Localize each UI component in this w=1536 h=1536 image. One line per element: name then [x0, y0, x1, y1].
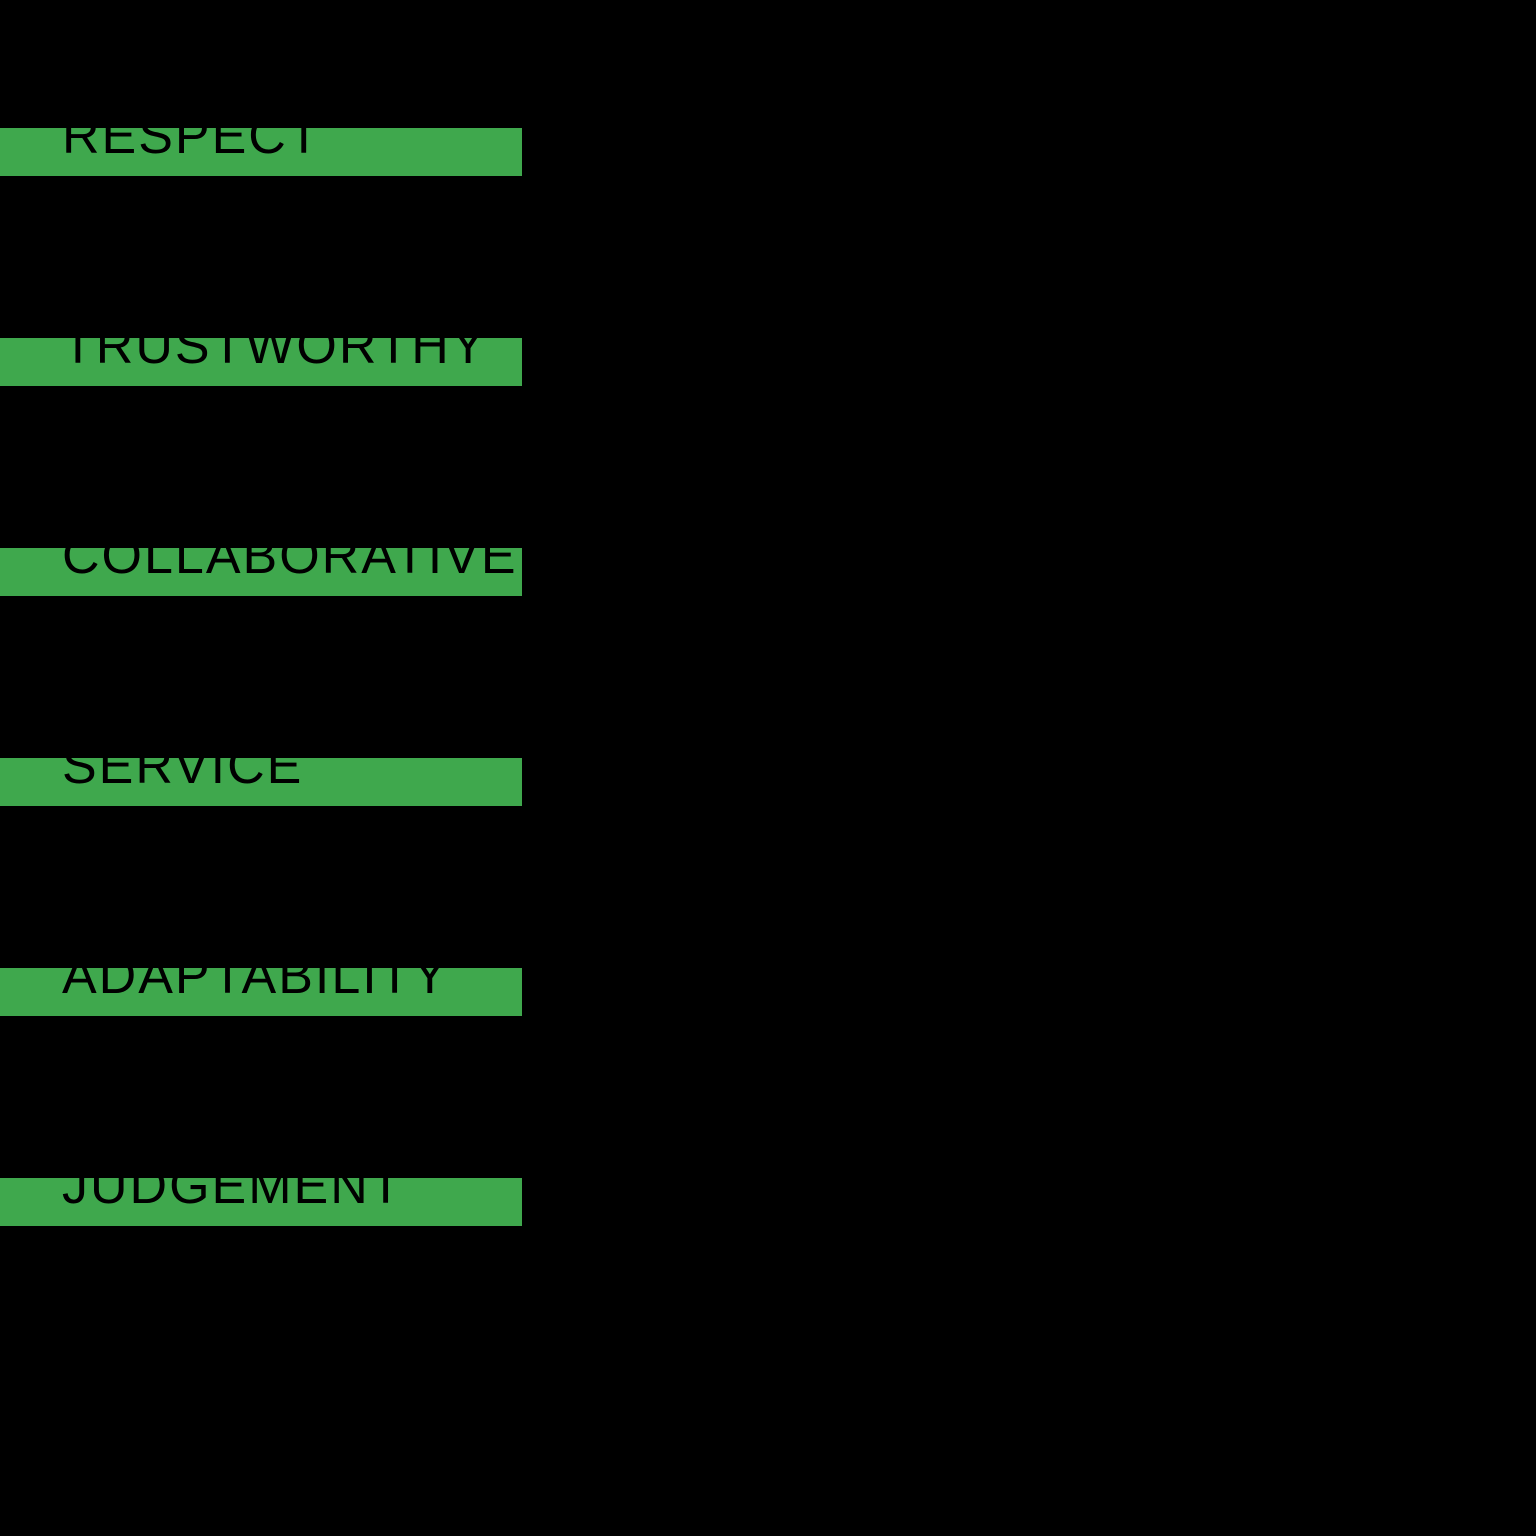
- label-adaptability: ADAPTABILITY: [62, 946, 449, 1006]
- values-infographic: RESPECT TRUSTWORTHY COLLABORATIVE SERVIC…: [0, 0, 1536, 1536]
- label-judgement: JUDGEMENT: [62, 1156, 404, 1216]
- label-respect: RESPECT: [62, 106, 322, 166]
- label-trustworthy: TRUSTWORTHY: [62, 316, 487, 376]
- label-service: SERVICE: [62, 736, 303, 796]
- label-collaborative: COLLABORATIVE: [62, 526, 518, 586]
